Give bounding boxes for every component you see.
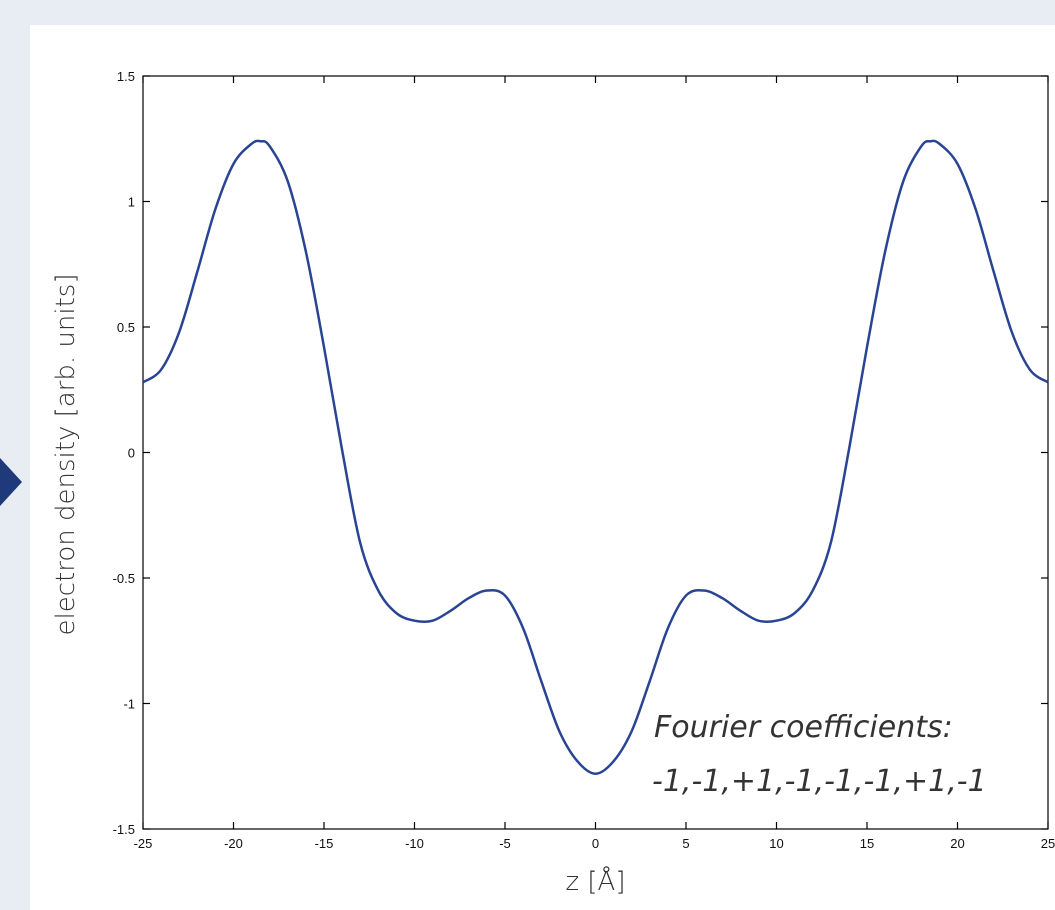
y-tick-label: -0.5 bbox=[113, 571, 135, 586]
y-axis-title: electron density [arb. units] bbox=[51, 274, 81, 636]
y-tick-label: 0.5 bbox=[117, 320, 135, 335]
x-tick-label: -25 bbox=[134, 836, 153, 851]
annotation-coefficients: -1,-1,+1,-1,-1,-1,+1,-1 bbox=[652, 764, 987, 799]
y-tick-label: -1.5 bbox=[113, 822, 135, 837]
axis-ticks: -25 -20 -15 -10 -5 0 5 10 15 20 25 -1.5 -1 -0.5 0 0.5 1 1… bbox=[113, 69, 1055, 851]
x-tick-label: 20 bbox=[950, 836, 964, 851]
x-tick-label: -10 bbox=[405, 836, 424, 851]
nav-arrow-icon[interactable] bbox=[0, 458, 22, 506]
x-tick-label: -20 bbox=[224, 836, 243, 851]
x-tick-label: -5 bbox=[499, 836, 511, 851]
series-line bbox=[142, 139, 1049, 776]
x-tick-label: 25 bbox=[1041, 836, 1055, 851]
content-panel bbox=[30, 25, 1055, 910]
x-tick-label: 15 bbox=[860, 836, 874, 851]
x-axis-title: z [Å] bbox=[566, 864, 626, 897]
y-tick-label: -1 bbox=[123, 697, 135, 712]
y-tick-label: 0 bbox=[128, 446, 135, 461]
x-tick-label: 0 bbox=[592, 836, 599, 851]
y-tick-label: 1.5 bbox=[117, 69, 135, 84]
x-tick-label: 5 bbox=[682, 836, 689, 851]
x-tick-label: -15 bbox=[315, 836, 334, 851]
y-tick-label: 1 bbox=[128, 195, 135, 210]
x-tick-label: 10 bbox=[769, 836, 783, 851]
annotation-title: Fourier coefficients: bbox=[654, 710, 953, 745]
